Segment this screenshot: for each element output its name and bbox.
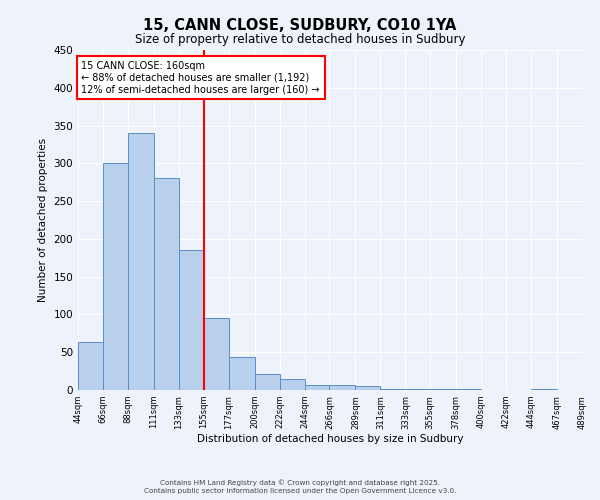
Bar (154, 178, 179, 390)
Bar (179, 250, 204, 390)
Bar (406, 389, 430, 390)
Bar (430, 389, 456, 390)
Y-axis label: Number of detached properties: Number of detached properties (38, 138, 48, 302)
Text: Contains HM Land Registry data © Crown copyright and database right 2025.
Contai: Contains HM Land Registry data © Crown c… (144, 480, 456, 494)
Bar (355, 386, 380, 390)
Bar (78, 342, 103, 390)
Bar (280, 380, 305, 390)
Text: 15 CANN CLOSE: 160sqm
← 88% of detached houses are smaller (1,192)
12% of semi-d: 15 CANN CLOSE: 160sqm ← 88% of detached … (82, 62, 320, 94)
Bar (128, 133, 154, 390)
Bar (456, 389, 481, 390)
X-axis label: Distribution of detached houses by size in Sudbury: Distribution of detached houses by size … (197, 434, 463, 444)
Bar (305, 384, 329, 390)
Bar (254, 374, 280, 390)
Bar (204, 318, 229, 390)
Bar (531, 389, 557, 390)
Text: Size of property relative to detached houses in Sudbury: Size of property relative to detached ho… (135, 32, 465, 46)
Bar (329, 386, 355, 390)
Bar (229, 357, 254, 390)
Text: 15, CANN CLOSE, SUDBURY, CO10 1YA: 15, CANN CLOSE, SUDBURY, CO10 1YA (143, 18, 457, 32)
Bar (103, 162, 128, 390)
Bar (380, 389, 406, 390)
